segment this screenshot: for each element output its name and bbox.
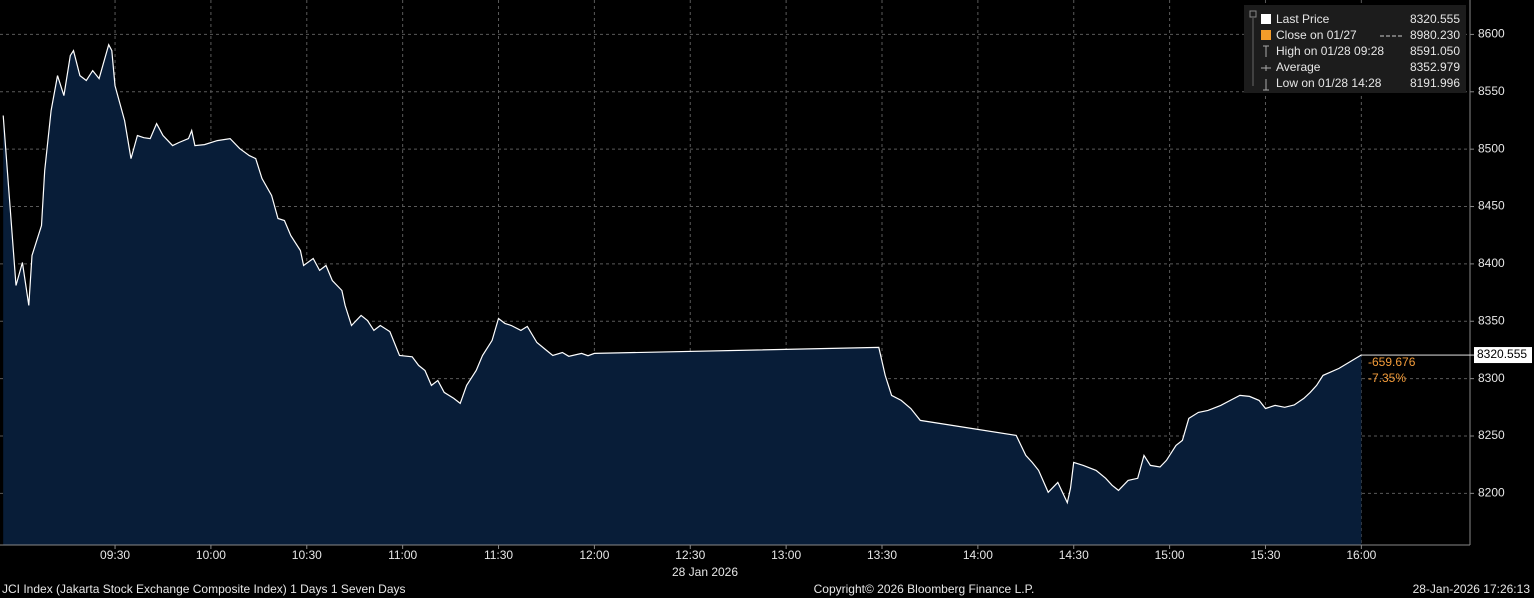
- legend-value: 8320.555: [1410, 12, 1460, 26]
- y-tick-label: 8550: [1478, 84, 1505, 98]
- x-tick-label: 10:30: [292, 548, 322, 562]
- legend-toggle[interactable]: [1249, 10, 1257, 18]
- footer-right: 28-Jan-2026 17:26:13: [1413, 582, 1531, 596]
- legend-label: Average: [1276, 60, 1321, 74]
- last-price-tag: [1474, 347, 1532, 364]
- legend-icon: [1263, 45, 1269, 57]
- plot-area: [0, 0, 1470, 545]
- legend-value: 8191.996: [1410, 76, 1460, 90]
- x-tick-label: 14:30: [1059, 548, 1089, 562]
- change-pct-label: -7.35%: [1368, 371, 1406, 385]
- x-tick-label: 15:30: [1250, 548, 1280, 562]
- legend-icon: [1261, 65, 1271, 71]
- last-price-tag-label: 8320.555: [1477, 347, 1527, 361]
- x-tick-label: 11:00: [388, 548, 417, 562]
- x-tick-label: 14:00: [963, 548, 993, 562]
- legend-label: Low on 01/28 14:28: [1276, 76, 1382, 90]
- price-line: [2, 43, 1362, 505]
- x-tick-label: 09:30: [100, 548, 130, 562]
- y-tick-label: 8300: [1478, 371, 1505, 385]
- x-tick-label: 13:30: [867, 548, 897, 562]
- legend-value: 8591.050: [1410, 44, 1460, 58]
- legend-value: 8352.979: [1410, 60, 1460, 74]
- x-tick-label: 10:00: [196, 548, 226, 562]
- legend-icon: [1263, 79, 1269, 91]
- legend-box: [1244, 5, 1466, 93]
- y-tick-label: 8500: [1478, 141, 1505, 155]
- change-label: -659.676: [1368, 355, 1416, 369]
- x-tick-label: 12:00: [579, 548, 609, 562]
- footer-center: Copyright© 2026 Bloomberg Finance L.P.: [814, 582, 1035, 596]
- legend-label: Last Price: [1276, 12, 1330, 26]
- legend-value: 8980.230: [1410, 28, 1460, 42]
- y-tick-label: 8250: [1478, 428, 1505, 442]
- x-tick-label: 11:30: [484, 548, 513, 562]
- y-tick-label: 8400: [1478, 256, 1505, 270]
- y-tick-label: 8600: [1478, 27, 1505, 41]
- x-tick-label: 15:00: [1155, 548, 1185, 562]
- y-tick-label: 8350: [1478, 313, 1505, 327]
- y-tick-label: 8450: [1478, 199, 1505, 213]
- x-tick-label: 12:30: [675, 548, 705, 562]
- legend-icon: [1261, 30, 1271, 40]
- footer-left: JCI Index (Jakarta Stock Exchange Compos…: [2, 582, 406, 596]
- y-tick-label: 8200: [1478, 486, 1505, 500]
- x-caption: 28 Jan 2026: [672, 565, 738, 579]
- legend-icon: [1261, 14, 1271, 24]
- x-tick-label: 16:00: [1346, 548, 1376, 562]
- x-tick-label: 13:00: [771, 548, 801, 562]
- legend-label: Close on 01/27: [1276, 28, 1357, 42]
- area: [3, 44, 1362, 545]
- legend-label: High on 01/28 09:28: [1276, 44, 1384, 58]
